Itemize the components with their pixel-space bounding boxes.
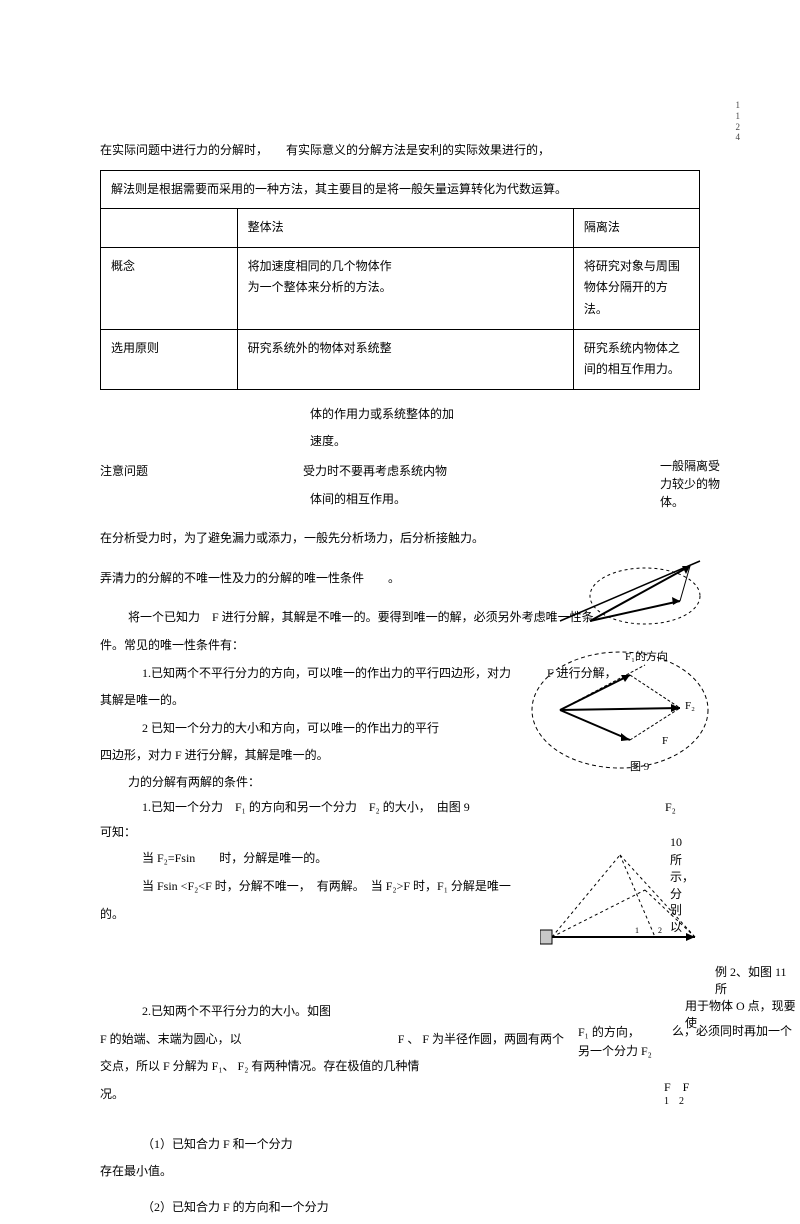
- intro-line-2-cell: 解法则是根据需要而采用的一种方法，其主要目的是将一般矢量运算转化为代数运算。: [101, 170, 700, 209]
- item4b: 存在最小值。: [100, 1161, 720, 1183]
- page-marker-4: 4: [736, 132, 741, 143]
- th-whole: 整体法: [237, 209, 573, 248]
- fig9-label-f: F: [662, 735, 668, 747]
- td-concept-label: 概念: [101, 247, 238, 329]
- other-f2-text: 另一个分力 F₂: [578, 1042, 652, 1059]
- item3a: 2.已知两个不平行分力的大小。如图: [100, 1001, 720, 1023]
- cond1: 1.已知一个分力 F₁ 的方向和另一个分力 F₂ 的大小， 由图 9: [100, 798, 720, 817]
- figure-9: [520, 640, 720, 790]
- rule-cont-1: 体的作用力或系统整体的加: [100, 404, 720, 426]
- item3c: F 、 F 为半径作圆，两圆有两个: [398, 1032, 564, 1046]
- note-isolate: 一般隔离受力较少的物体。: [660, 457, 730, 511]
- fig9-label-f1dir: F₁的方向: [625, 648, 668, 664]
- item3e: 况。: [100, 1084, 720, 1106]
- f1dir-text: F₁ 的方向，: [578, 1023, 640, 1040]
- rule-cont-2: 速度。: [100, 431, 720, 453]
- method-table: 解法则是根据需要而采用的一种方法，其主要目的是将一般矢量运算转化为代数运算。 整…: [100, 170, 700, 390]
- bottom-ff-b: 1 2: [664, 1092, 684, 1107]
- td-concept-whole-a: 将加速度相同的几个物体作: [248, 259, 392, 273]
- svg-text:1: 1: [635, 926, 639, 935]
- must-text: 么，必须同时再加一个: [672, 1022, 792, 1039]
- example2-text: 例 2、如图 11 所: [715, 963, 800, 997]
- page-marker-3: 2: [736, 122, 741, 133]
- item5: （2）已知合力 F 的方向和一个分力: [100, 1197, 720, 1219]
- td-concept-whole: 将加速度相同的几个物体作 为一个整体来分析的方法。: [237, 247, 573, 329]
- td-rule-whole: 研究系统外的物体对系统整: [237, 329, 573, 389]
- td-rule-isolate: 研究系统内物体之间的相互作用力。: [573, 329, 699, 389]
- page-marker-2: 1: [736, 111, 741, 122]
- td-rule-label: 选用原则: [101, 329, 238, 389]
- th-blank: [101, 209, 238, 248]
- td-concept-whole-b: 为一个整体来分析的方法。: [248, 280, 392, 294]
- page-marker-1: 1: [736, 100, 741, 111]
- figure-two-solution: 1 2: [540, 835, 710, 955]
- th-isolate: 隔离法: [573, 209, 699, 248]
- f2-standalone: F₂: [665, 800, 676, 815]
- td-concept-isolate: 将研究对象与周围物体分隔开的方法。: [573, 247, 699, 329]
- note-whole-a: 受力时不要再考虑系统内物: [303, 464, 447, 478]
- item3d: 交点，所以 F 分解为 F₁、 F₂ 有两种情况。存在极值的几种情: [100, 1056, 720, 1078]
- svg-text:2: 2: [658, 926, 662, 935]
- item3b: F 的始端、末端为圆心，以: [100, 1032, 242, 1046]
- intro-line-1: 在实际问题中进行力的分解时， 有实际意义的分解方法是安利的实际效果进行的，: [100, 140, 720, 162]
- fig9-caption: 图 9: [630, 758, 649, 774]
- note-whole-b: 体间的相互作用。: [100, 489, 720, 511]
- item4a: （1）已知合力 F 和一个分力: [100, 1134, 720, 1156]
- fig9-label-f2: F₂: [685, 700, 695, 712]
- figure-top-triangle: [550, 546, 710, 636]
- note-label: 注意问题: [100, 461, 300, 483]
